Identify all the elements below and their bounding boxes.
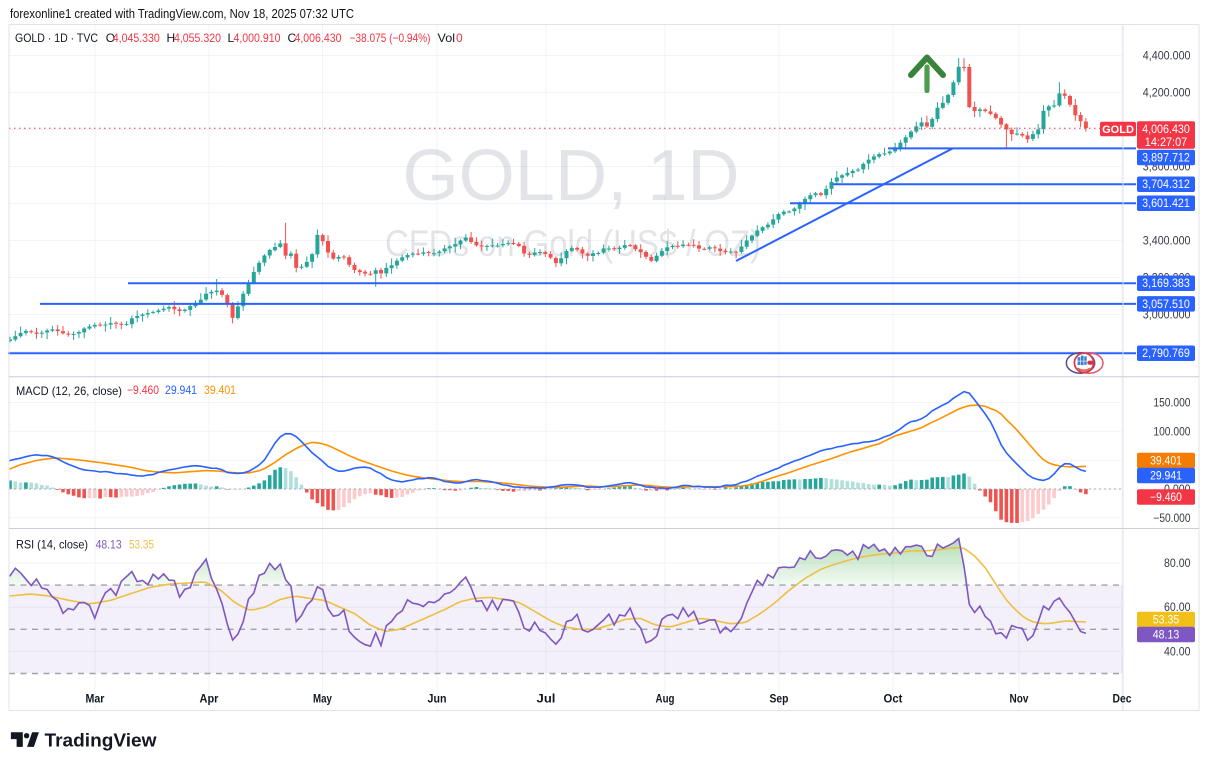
svg-text:39.401: 39.401: [1150, 456, 1182, 468]
svg-text:3,169.383: 3,169.383: [1142, 278, 1190, 290]
svg-text:MACD (12, 26, close): MACD (12, 26, close): [16, 384, 122, 398]
svg-text:3,400.000: 3,400.000: [1143, 236, 1191, 248]
svg-text:Jul: Jul: [537, 694, 556, 706]
svg-text:2,790.769: 2,790.769: [1142, 348, 1190, 360]
svg-text:4,006.430: 4,006.430: [1142, 124, 1190, 136]
svg-text:53.35: 53.35: [1153, 615, 1180, 627]
svg-text:150.000: 150.000: [1153, 398, 1190, 410]
svg-text:Dec: Dec: [1113, 694, 1132, 706]
svg-text:80.00: 80.00: [1164, 558, 1191, 570]
svg-text:Mar: Mar: [86, 694, 105, 706]
svg-text:100.000: 100.000: [1153, 426, 1190, 438]
svg-text:Nov: Nov: [1010, 694, 1029, 706]
svg-text:29.941: 29.941: [1150, 471, 1182, 483]
svg-text:RSI (14, close): RSI (14, close): [16, 538, 88, 552]
svg-text:4,000.910: 4,000.910: [234, 31, 281, 45]
svg-text:−38.075 (−0.94%): −38.075 (−0.94%): [350, 31, 431, 45]
svg-text:−9.460: −9.460: [1150, 492, 1182, 504]
svg-text:forexonline1 created with Trad: forexonline1 created with TradingView.co…: [10, 7, 354, 21]
svg-text:60.00: 60.00: [1164, 602, 1191, 614]
svg-text:CFDs on Gold (US$ / OZ): CFDs on Gold (US$ / OZ): [385, 223, 761, 264]
svg-text:TradingView: TradingView: [45, 731, 158, 751]
svg-text:Sep: Sep: [770, 694, 789, 706]
svg-text:48.13: 48.13: [96, 538, 122, 552]
svg-text:Aug: Aug: [656, 694, 675, 706]
svg-text:3,897.712: 3,897.712: [1142, 153, 1190, 165]
svg-text:H: H: [167, 31, 176, 45]
svg-text:L: L: [228, 31, 235, 45]
svg-text:3,000.000: 3,000.000: [1143, 310, 1191, 322]
svg-text:GOLD: GOLD: [1102, 124, 1134, 136]
svg-text:48.13: 48.13: [1153, 630, 1180, 642]
svg-text:39.401: 39.401: [204, 383, 236, 397]
svg-text:Apr: Apr: [200, 694, 219, 706]
svg-text:3,057.510: 3,057.510: [1142, 299, 1190, 311]
svg-text:4,200.000: 4,200.000: [1143, 88, 1191, 100]
svg-text:3,704.312: 3,704.312: [1142, 179, 1190, 191]
svg-text:40.00: 40.00: [1164, 646, 1191, 658]
svg-text:Oct: Oct: [884, 694, 903, 706]
svg-text:O: O: [106, 31, 115, 45]
svg-text:29.941: 29.941: [165, 383, 197, 397]
svg-text:53.35: 53.35: [129, 538, 154, 552]
svg-text:Vol: Vol: [438, 31, 456, 45]
svg-text:GOLD, 1D: GOLD, 1D: [403, 136, 740, 216]
svg-text:4,006.430: 4,006.430: [295, 31, 342, 45]
svg-text:May: May: [313, 694, 332, 706]
svg-text:14:27:07: 14:27:07: [1145, 137, 1187, 149]
svg-text:Jun: Jun: [428, 694, 447, 706]
svg-text:−9.460: −9.460: [127, 383, 159, 397]
svg-text:4,400.000: 4,400.000: [1143, 51, 1191, 63]
svg-text:−50.000: −50.000: [1153, 513, 1190, 525]
svg-text:0: 0: [456, 31, 463, 45]
svg-text:GOLD · 1D · TVC: GOLD · 1D · TVC: [15, 31, 98, 45]
svg-text:4,045.330: 4,045.330: [113, 31, 160, 45]
svg-text:C: C: [288, 31, 297, 45]
svg-text:4,055.320: 4,055.320: [174, 31, 221, 45]
svg-text:3,601.421: 3,601.421: [1142, 198, 1190, 210]
